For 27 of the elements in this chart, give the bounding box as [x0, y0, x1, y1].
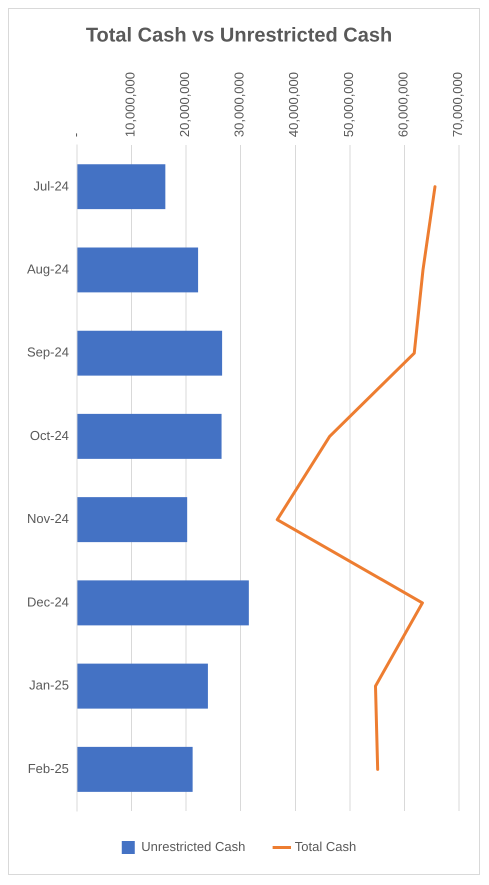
bar	[77, 330, 222, 376]
bar	[77, 746, 193, 792]
y-tick-label: Dec-24	[27, 594, 69, 610]
y-tick-label: Oct-24	[30, 428, 69, 443]
y-tick-label: Jul-24	[34, 178, 69, 194]
x-tick-label: 60,000,000	[395, 72, 410, 138]
x-tick-label: 70,000,000	[450, 72, 465, 138]
bar	[77, 164, 166, 210]
x-tick-label: -	[68, 132, 83, 138]
bar	[77, 247, 198, 292]
chart-title: Total Cash vs Unrestricted Cash	[86, 24, 392, 47]
x-tick-label: 40,000,000	[286, 72, 302, 138]
legend-label: Total Cash	[294, 839, 356, 854]
legend-label: Unrestricted Cash	[141, 839, 246, 854]
x-tick-label: 20,000,000	[177, 72, 192, 138]
bar	[77, 414, 222, 459]
x-tick-label: 10,000,000	[122, 72, 138, 138]
bar	[77, 497, 188, 542]
y-tick-label: Feb-25	[28, 760, 69, 776]
bar	[77, 664, 208, 709]
y-tick-label: Jan-25	[29, 678, 69, 693]
y-tick-label: Nov-24	[27, 511, 69, 526]
bar	[77, 580, 249, 626]
x-tick-label: 30,000,000	[232, 72, 247, 138]
y-tick-label: Aug-24	[27, 262, 69, 277]
x-tick-label: 50,000,000	[340, 72, 356, 138]
y-tick-label: Sep-24	[27, 344, 69, 360]
